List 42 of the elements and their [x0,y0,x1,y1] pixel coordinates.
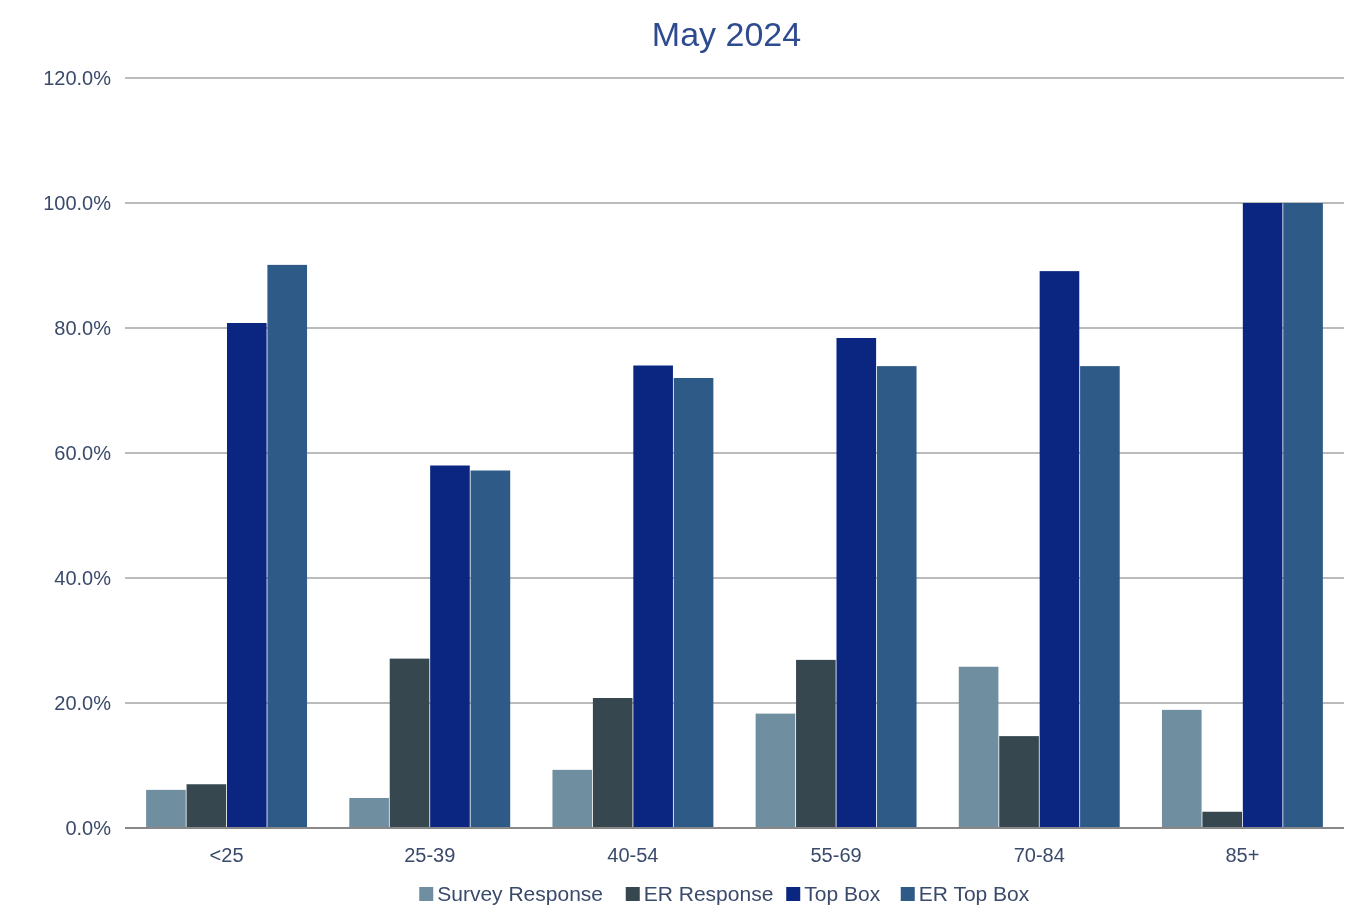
x-tick-label: 70-84 [1013,844,1065,866]
bar [267,264,308,828]
y-tick-label: 120.0% [43,67,112,89]
bar [1202,811,1243,828]
bar [755,713,796,828]
x-tick-label: 85+ [1225,844,1260,866]
bar [592,698,633,828]
bar [1283,203,1323,828]
y-tick-label: 80.0% [54,317,112,339]
bar [1080,366,1120,828]
legend-label: Survey Response [437,882,604,905]
bar [958,666,999,828]
x-tick-label: <25 [209,844,244,866]
x-tick-label: 40-54 [607,844,659,866]
x-tick-label: 55-69 [810,844,862,866]
legend-label: ER Top Box [918,882,1030,905]
bar [226,323,267,828]
bar [1161,709,1202,828]
legend-label: ER Response [643,882,774,905]
bar [470,470,511,828]
bar [349,798,389,828]
bar [876,366,917,828]
bar [836,338,877,828]
bar [552,769,593,828]
y-tick-label: 100.0% [43,192,112,214]
bar [389,658,430,828]
y-tick-label: 40.0% [54,567,112,589]
legend-label: Top Box [804,882,881,905]
chart-title: May 2024 [651,15,802,53]
x-tick-label: 25-39 [404,844,456,866]
y-tick-label: 20.0% [54,692,112,714]
bar [146,789,186,828]
bar [1039,271,1080,828]
bar [430,465,470,828]
bar [796,659,836,828]
bar [999,736,1039,828]
y-tick-label: 60.0% [54,442,112,464]
y-tick-label: 0.0% [65,817,112,839]
bar [1242,203,1283,828]
bar [186,784,227,828]
bar [673,378,714,828]
bar [633,365,673,828]
